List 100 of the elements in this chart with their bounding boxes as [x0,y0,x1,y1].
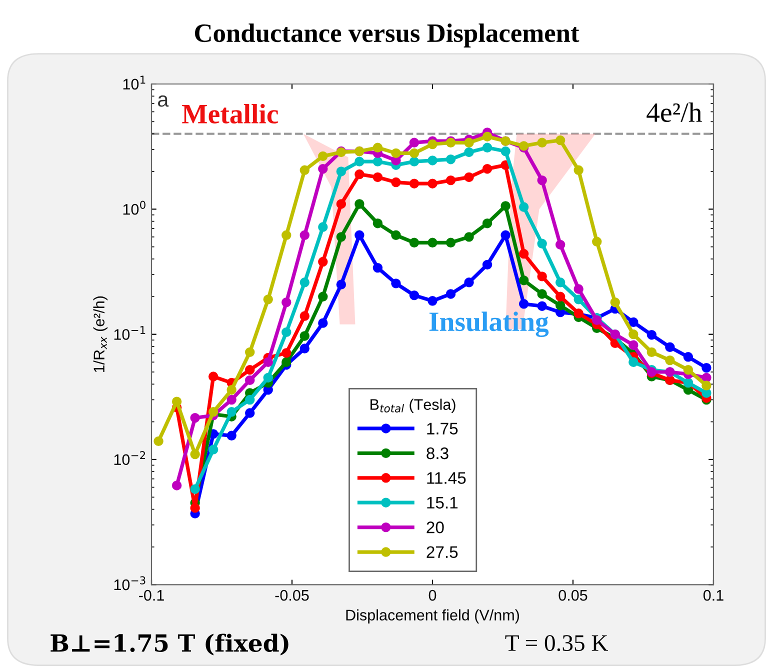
point [244,365,255,375]
point [391,148,401,158]
point [391,278,401,288]
point [208,444,218,454]
chart-title: Conductance versus Displacement [195,24,580,48]
point [464,138,474,148]
point [282,230,292,240]
point [464,172,474,182]
point [336,199,346,209]
x-tick-label: 0 [428,590,436,601]
text: B⊥=1.75 T (fixed) [50,634,288,656]
point [354,156,364,166]
point [592,236,602,247]
point [482,218,492,228]
point [190,413,200,423]
point [482,260,492,270]
point [318,318,328,328]
y-tick-label: 10$^{0}$ [123,200,146,215]
point [628,317,638,328]
point [446,289,456,299]
point [300,331,310,341]
point [628,340,638,350]
point [244,347,255,358]
point [244,408,255,418]
point [482,164,492,174]
point [537,138,547,148]
point [354,230,364,240]
point [172,480,182,490]
point [683,365,694,375]
point [318,164,328,174]
point [372,218,383,228]
point [318,256,328,267]
point [500,146,510,156]
point [518,275,529,286]
point [263,372,273,383]
point [646,347,657,358]
point [574,284,584,294]
point [318,151,328,162]
point [409,148,420,158]
legend-label: 15.1 [427,496,458,509]
point [372,142,383,153]
text: T = 0.35 K [505,635,608,652]
point [683,352,694,362]
point [318,222,328,232]
point [518,248,529,259]
point [428,296,438,306]
point [190,503,200,513]
point [574,294,584,304]
point [555,292,566,302]
legend-title: B$_{total}$ (Tesla) [370,398,456,413]
point [537,238,547,249]
point [628,329,638,340]
point [555,240,566,250]
point [555,135,566,146]
point [537,272,547,282]
point [537,175,547,186]
point [428,238,438,248]
point [428,139,438,150]
y-tick-label: 10$^{−2}$ [114,451,146,466]
point [336,232,346,242]
point [226,384,236,395]
point [518,299,529,309]
point [446,238,456,248]
point [244,394,255,405]
point [428,178,438,188]
point [409,290,420,300]
point [172,396,182,406]
annotation: a [158,95,169,107]
point [702,362,712,373]
point [208,372,218,382]
point [372,262,383,273]
point [409,138,420,148]
annotation: Insulating [429,312,549,338]
point [372,156,383,166]
point [464,278,474,288]
point [282,348,292,358]
point [263,357,273,367]
point [226,407,236,417]
point [428,156,438,166]
point [555,300,566,310]
point [226,394,236,405]
point [537,289,547,299]
point [318,292,328,302]
ref-line-label: 4e²/h [646,102,702,122]
annotation: Metallic [182,104,278,124]
point [610,298,620,308]
legend-label: 11.45 [427,472,466,484]
point [665,342,675,352]
point [464,147,474,158]
point [464,232,474,242]
point [537,301,547,311]
point [190,449,200,460]
point [300,344,310,354]
legend-label: 1.75 [427,422,458,434]
point [391,230,401,240]
point [336,166,346,176]
point [300,278,310,288]
point [154,436,164,446]
x-tick-label: 0.1 [703,590,724,601]
point [300,311,310,321]
